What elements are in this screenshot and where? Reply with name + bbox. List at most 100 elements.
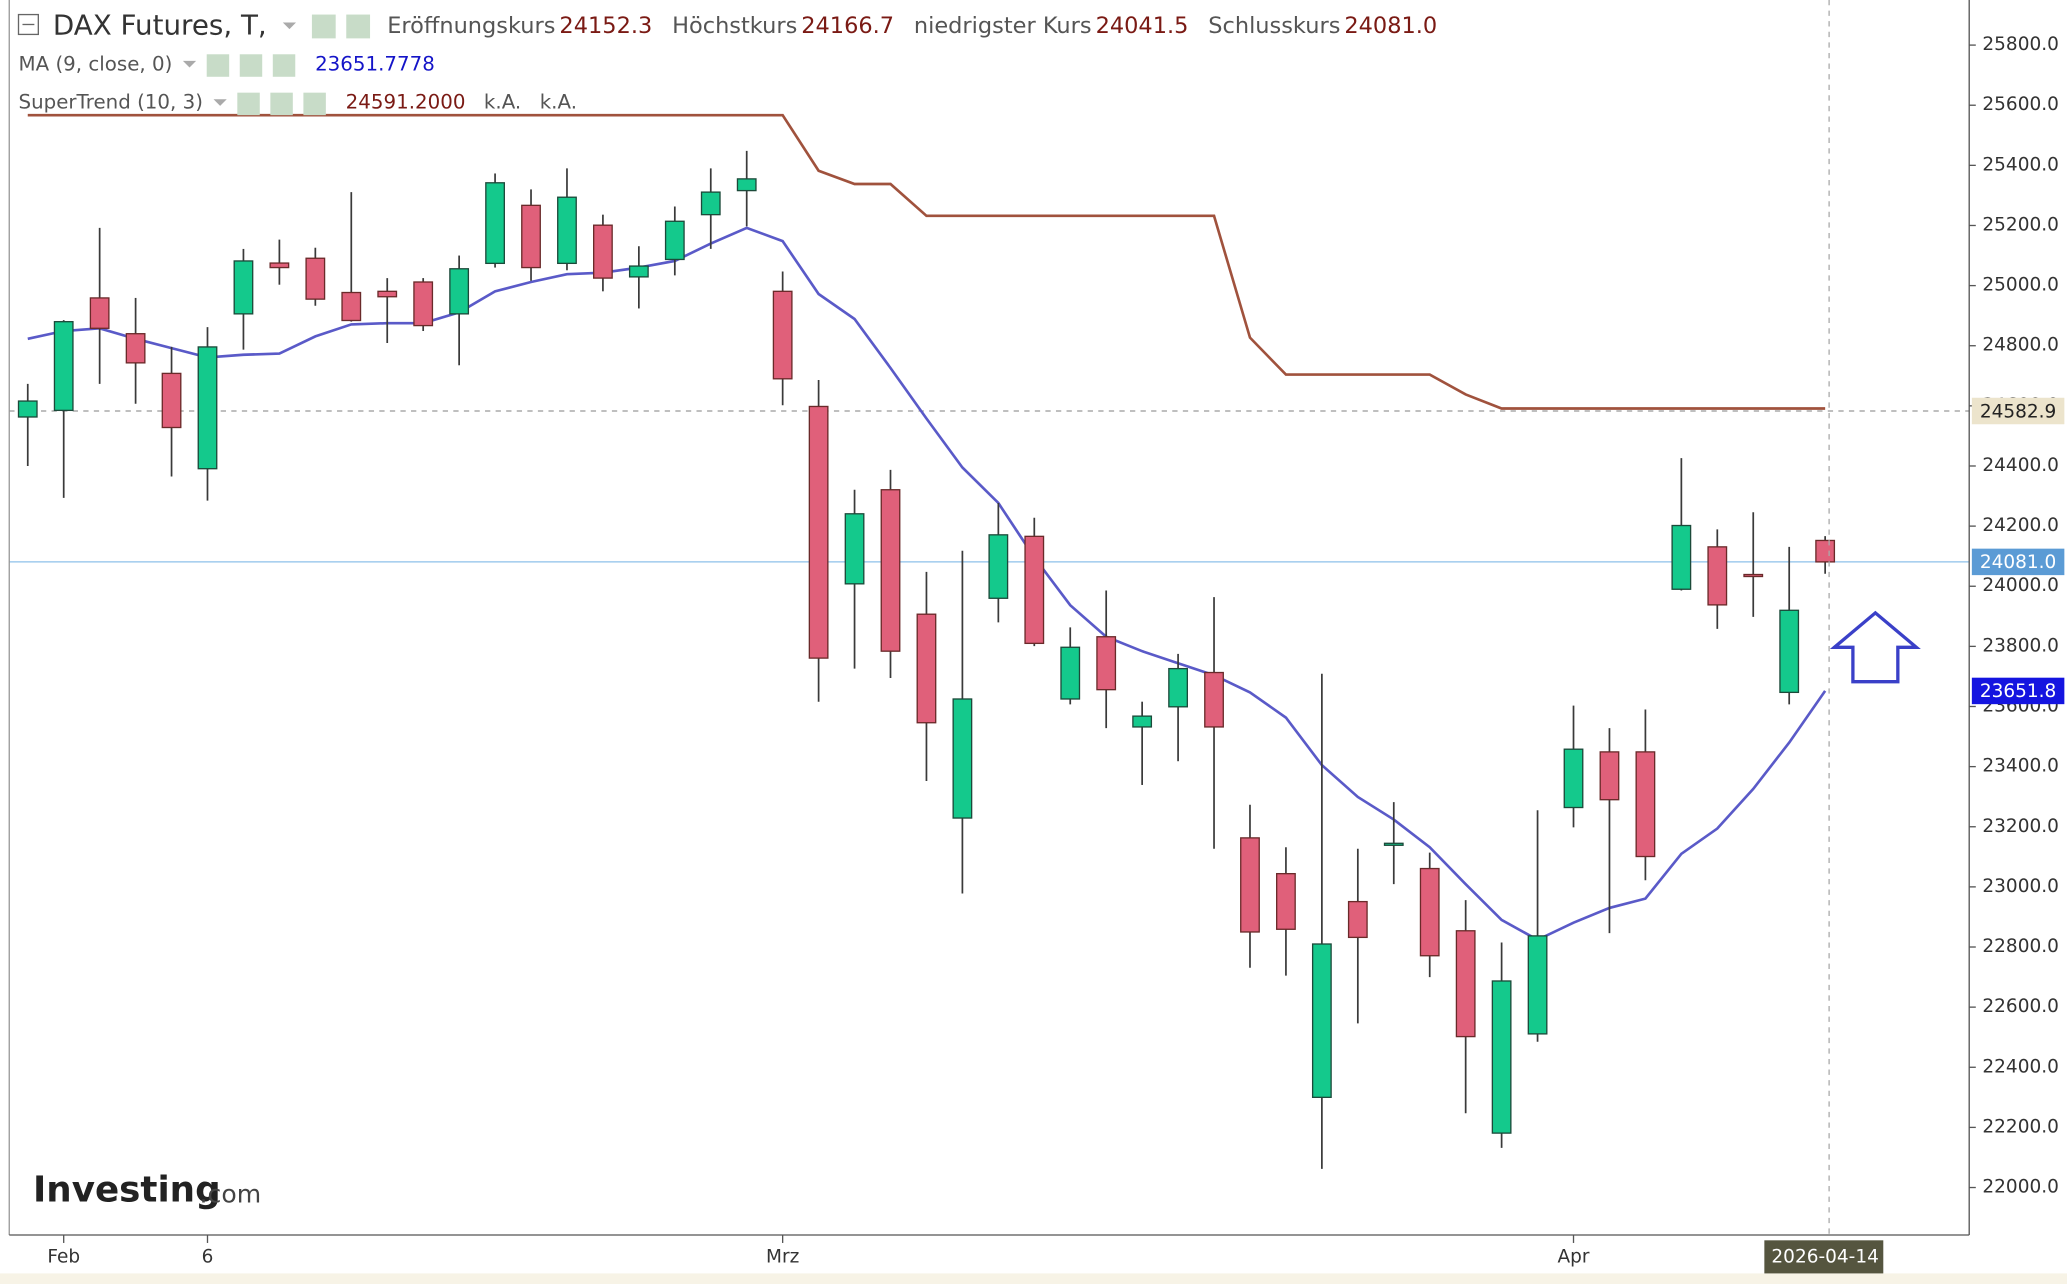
- indicator-icon[interactable]: [237, 92, 260, 116]
- candle-body: [1419, 867, 1440, 957]
- ohlc-value: 24041.5: [1096, 13, 1189, 39]
- candle-body: [413, 281, 434, 327]
- arrow-annotation: [1829, 610, 1921, 684]
- y-tick-label: 22400.0: [1982, 1056, 2058, 1077]
- dropdown-caret[interactable]: [282, 22, 297, 30]
- candle-body: [1635, 751, 1656, 858]
- collapse-icon[interactable]: [17, 13, 39, 36]
- x-tick-label: Mrz: [766, 1247, 799, 1268]
- candle-body: [521, 204, 541, 269]
- candle-body: [1491, 980, 1512, 1134]
- candle-body: [700, 191, 721, 216]
- candle-body: [305, 257, 326, 300]
- candle-body: [53, 321, 74, 412]
- candle-body: [1024, 535, 1045, 645]
- chart-title: DAX Futures, T,: [53, 8, 267, 41]
- y-tick-label: 23200.0: [1982, 816, 2058, 837]
- candle-body: [1060, 646, 1081, 700]
- y-tick-label: 22800.0: [1982, 936, 2058, 957]
- indicator-value: 23651.7778: [315, 52, 435, 75]
- y-tick-label: 23000.0: [1982, 876, 2058, 897]
- ohlc-header: Eröffnungskurs 24152.3 Höchstkurs 24166.7 ni…: [387, 13, 1437, 39]
- candle-body: [1347, 900, 1368, 939]
- watermark: Investing: [33, 1169, 221, 1210]
- eye-icon[interactable]: [311, 14, 336, 39]
- candle-body: [1240, 837, 1260, 933]
- candle-body: [1276, 872, 1296, 930]
- candle-body: [1707, 546, 1728, 606]
- candle-body: [1383, 842, 1404, 846]
- plot-area: [9, 113, 1970, 1169]
- y-tick-label: 25400.0: [1982, 154, 2058, 175]
- candle-body: [17, 400, 38, 418]
- candle-body: [772, 290, 793, 380]
- price-marker: [1971, 677, 2065, 705]
- x-tick-label: Apr: [1558, 1247, 1590, 1268]
- candle-body: [628, 265, 649, 278]
- candle-body: [233, 260, 254, 315]
- watermark-suffix: .com: [200, 1179, 262, 1208]
- y-tick-label: 22600.0: [1982, 996, 2058, 1017]
- indicator-value: 24591.2000: [346, 91, 466, 114]
- ohlc-value: 24166.7: [801, 13, 894, 39]
- indicator-icon[interactable]: [239, 54, 263, 77]
- candle-body: [125, 333, 146, 364]
- ohlc-label: Schlusskurs: [1208, 13, 1340, 39]
- indicator-header: MA (9, close, 0) 23651.7778 SuperTrend (10…: [19, 52, 577, 116]
- y-tick-label: 24400.0: [1982, 455, 2058, 476]
- candle-body: [1779, 609, 1800, 694]
- indicator-value: k.A.: [540, 91, 577, 114]
- dropdown-caret[interactable]: [182, 60, 197, 68]
- candle-body: [880, 489, 901, 652]
- candle-body: [664, 220, 685, 261]
- price-marker-label: 23651.8: [1980, 681, 2056, 702]
- indicator-icon[interactable]: [206, 54, 230, 77]
- candle-body: [557, 196, 577, 265]
- candle-body: [377, 290, 398, 298]
- candle-body: [593, 224, 613, 279]
- candle-body: [485, 182, 505, 265]
- y-tick-label: 24200.0: [1982, 515, 2058, 536]
- ohlc-value: 24152.3: [559, 13, 652, 39]
- indicator-value: k.A.: [484, 91, 521, 114]
- candle-body: [341, 291, 362, 322]
- indicator-line: [27, 113, 1826, 410]
- indicator-icon[interactable]: [272, 54, 296, 77]
- candle-body: [1599, 751, 1620, 801]
- candle-body: [844, 513, 865, 585]
- price-marker-label: 24582.9: [1980, 401, 2056, 422]
- y-tick-label: 24800.0: [1982, 335, 2058, 356]
- settings-icon[interactable]: [346, 14, 371, 39]
- x-tick-label: Feb: [47, 1247, 80, 1268]
- crosshair-date: 2026-04-14: [1771, 1247, 1878, 1268]
- candle-body: [161, 372, 182, 429]
- indicator-icon[interactable]: [303, 92, 326, 116]
- ohlc-label: niedrigster Kurs: [914, 13, 1092, 39]
- indicator-name: MA (9, close, 0): [19, 52, 173, 75]
- dropdown-caret[interactable]: [213, 99, 227, 106]
- candle-body: [1815, 539, 1836, 563]
- indicator-icon[interactable]: [270, 92, 293, 116]
- candle-body: [916, 613, 937, 724]
- candle-body: [1563, 748, 1584, 809]
- candle-body: [1204, 671, 1224, 728]
- y-tick-label: 23800.0: [1982, 635, 2058, 656]
- ohlc-label: Höchstkurs: [672, 13, 797, 39]
- y-tick-label: 22200.0: [1982, 1116, 2058, 1137]
- x-tick-label: 6: [202, 1247, 214, 1268]
- candle-body: [1132, 715, 1153, 728]
- bottom-strip: [0, 1273, 2067, 1284]
- indicator-name: SuperTrend (10, 3): [19, 91, 203, 114]
- price-marker: [1971, 548, 2065, 576]
- candle-body: [952, 698, 973, 819]
- y-tick-label: 25200.0: [1982, 214, 2058, 235]
- candle-body: [1743, 573, 1764, 578]
- candle-body: [449, 268, 470, 315]
- price-marker-label: 24081.0: [1980, 552, 2056, 573]
- candle-body: [1455, 930, 1476, 1038]
- y-tick-label: 25000.0: [1982, 275, 2058, 296]
- y-tick-label: 25600.0: [1982, 94, 2058, 115]
- candle-body: [1527, 935, 1548, 1035]
